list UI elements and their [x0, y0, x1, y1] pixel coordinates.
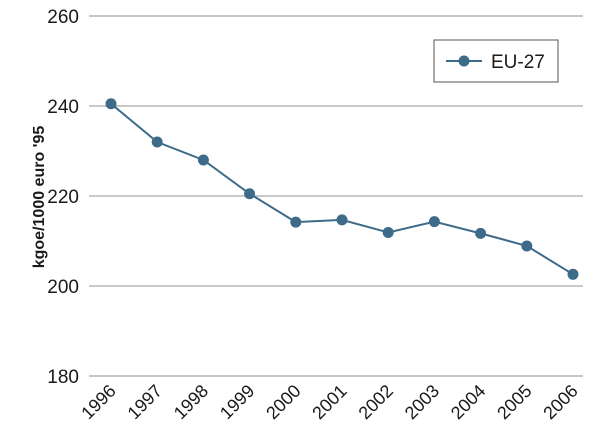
x-tick-label: 2002 [355, 381, 397, 423]
x-tick-label: 2006 [539, 381, 581, 423]
legend: EU-27 [433, 39, 559, 83]
legend-label: EU-27 [491, 52, 545, 73]
x-tick-label: 2003 [401, 381, 443, 423]
y-tick-label: 220 [47, 187, 79, 208]
y-axis-label: kgoe/1000 euro '95 [31, 126, 48, 269]
x-tick-label: 2000 [262, 381, 304, 423]
grid [89, 15, 583, 377]
y-tick-label: 200 [47, 277, 79, 298]
data-point [336, 214, 348, 226]
x-tick-label: 1997 [124, 381, 166, 423]
data-point [475, 227, 487, 239]
data-point [290, 216, 302, 228]
data-point [244, 188, 256, 200]
x-tick-label: 1998 [170, 381, 212, 423]
series-eu-27 [105, 98, 579, 280]
x-tick-label: 2001 [308, 381, 350, 423]
data-point [382, 226, 394, 238]
y-tick-label: 180 [47, 367, 79, 388]
x-tick-label: 2005 [493, 381, 535, 423]
legend-marker [458, 55, 470, 67]
y-axis-ticks: 180 200 220 240 260 [47, 7, 79, 388]
data-point [105, 98, 117, 110]
series-line [110, 102, 574, 276]
data-point [428, 216, 440, 228]
x-tick-label: 1996 [77, 381, 119, 423]
x-axis-ticks: 1996 1997 1998 1999 2000 2001 2002 2003 2004 2005… [77, 381, 581, 423]
data-point [521, 240, 533, 252]
x-tick-label: 2004 [447, 381, 489, 423]
y-tick-label: 260 [47, 7, 79, 28]
data-point [567, 268, 579, 280]
data-point [151, 136, 163, 148]
x-tick-label: 1999 [216, 381, 258, 423]
data-point [197, 154, 209, 166]
y-tick-label: 240 [47, 97, 79, 118]
